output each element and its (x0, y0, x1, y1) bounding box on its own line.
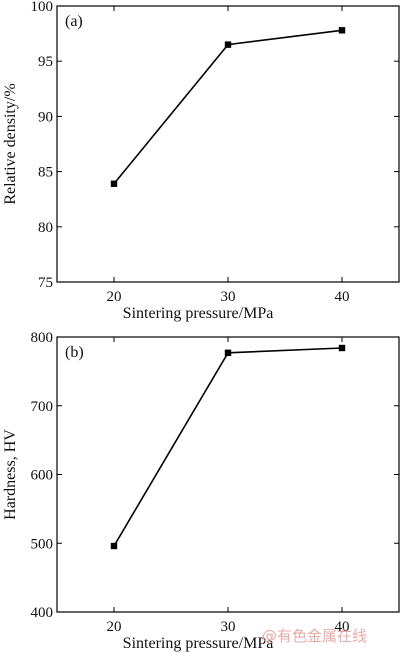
data-point-marker (110, 180, 118, 187)
data-point-marker (338, 27, 346, 34)
data-point-marker (224, 349, 232, 357)
y-tick-label: 700 (31, 399, 54, 415)
x-tick-label: 40 (335, 289, 350, 305)
x-tick-label: 40 (335, 619, 350, 635)
y-tick-label: 500 (31, 536, 54, 552)
panel-label: (b) (65, 344, 84, 361)
y-tick-label: 85 (38, 165, 53, 181)
y-tick-label: 80 (38, 220, 53, 236)
x-tick-label: 20 (107, 619, 122, 635)
x-axis-label: Sintering pressure/MPa (123, 305, 274, 322)
y-tick-label: 100 (31, 0, 54, 15)
data-point-marker (338, 344, 346, 352)
x-tick-label: 30 (221, 619, 236, 635)
y-tick-label: 400 (31, 605, 54, 621)
y-tick-label: 75 (38, 275, 53, 291)
y-tick-label: 90 (38, 109, 53, 125)
series-line (113, 29, 343, 185)
x-axis-label: Sintering pressure/MPa (123, 635, 274, 652)
panel-a: 75 80 85 90 95 100 20 30 40 Sintering pressure/MP… (2, 0, 400, 322)
y-tick-label: 800 (31, 330, 54, 346)
x-tick-label: 30 (221, 289, 236, 305)
panel-b: 400 500 600 700 800 20 30 40 Sintering pressure/… (2, 330, 400, 652)
watermark: @有色金属在线 (262, 627, 367, 645)
y-axis-label: Relative density/% (2, 83, 19, 204)
plot-frame (56, 336, 400, 613)
panel-label: (a) (65, 13, 83, 30)
y-tick-label: 95 (38, 54, 53, 70)
series-line (113, 347, 343, 547)
data-point-marker (110, 542, 118, 550)
x-tick-label: 20 (107, 289, 122, 305)
y-tick-label: 600 (31, 468, 54, 484)
data-point-marker (224, 41, 232, 48)
y-axis-label: Hardness, HV (2, 429, 19, 520)
